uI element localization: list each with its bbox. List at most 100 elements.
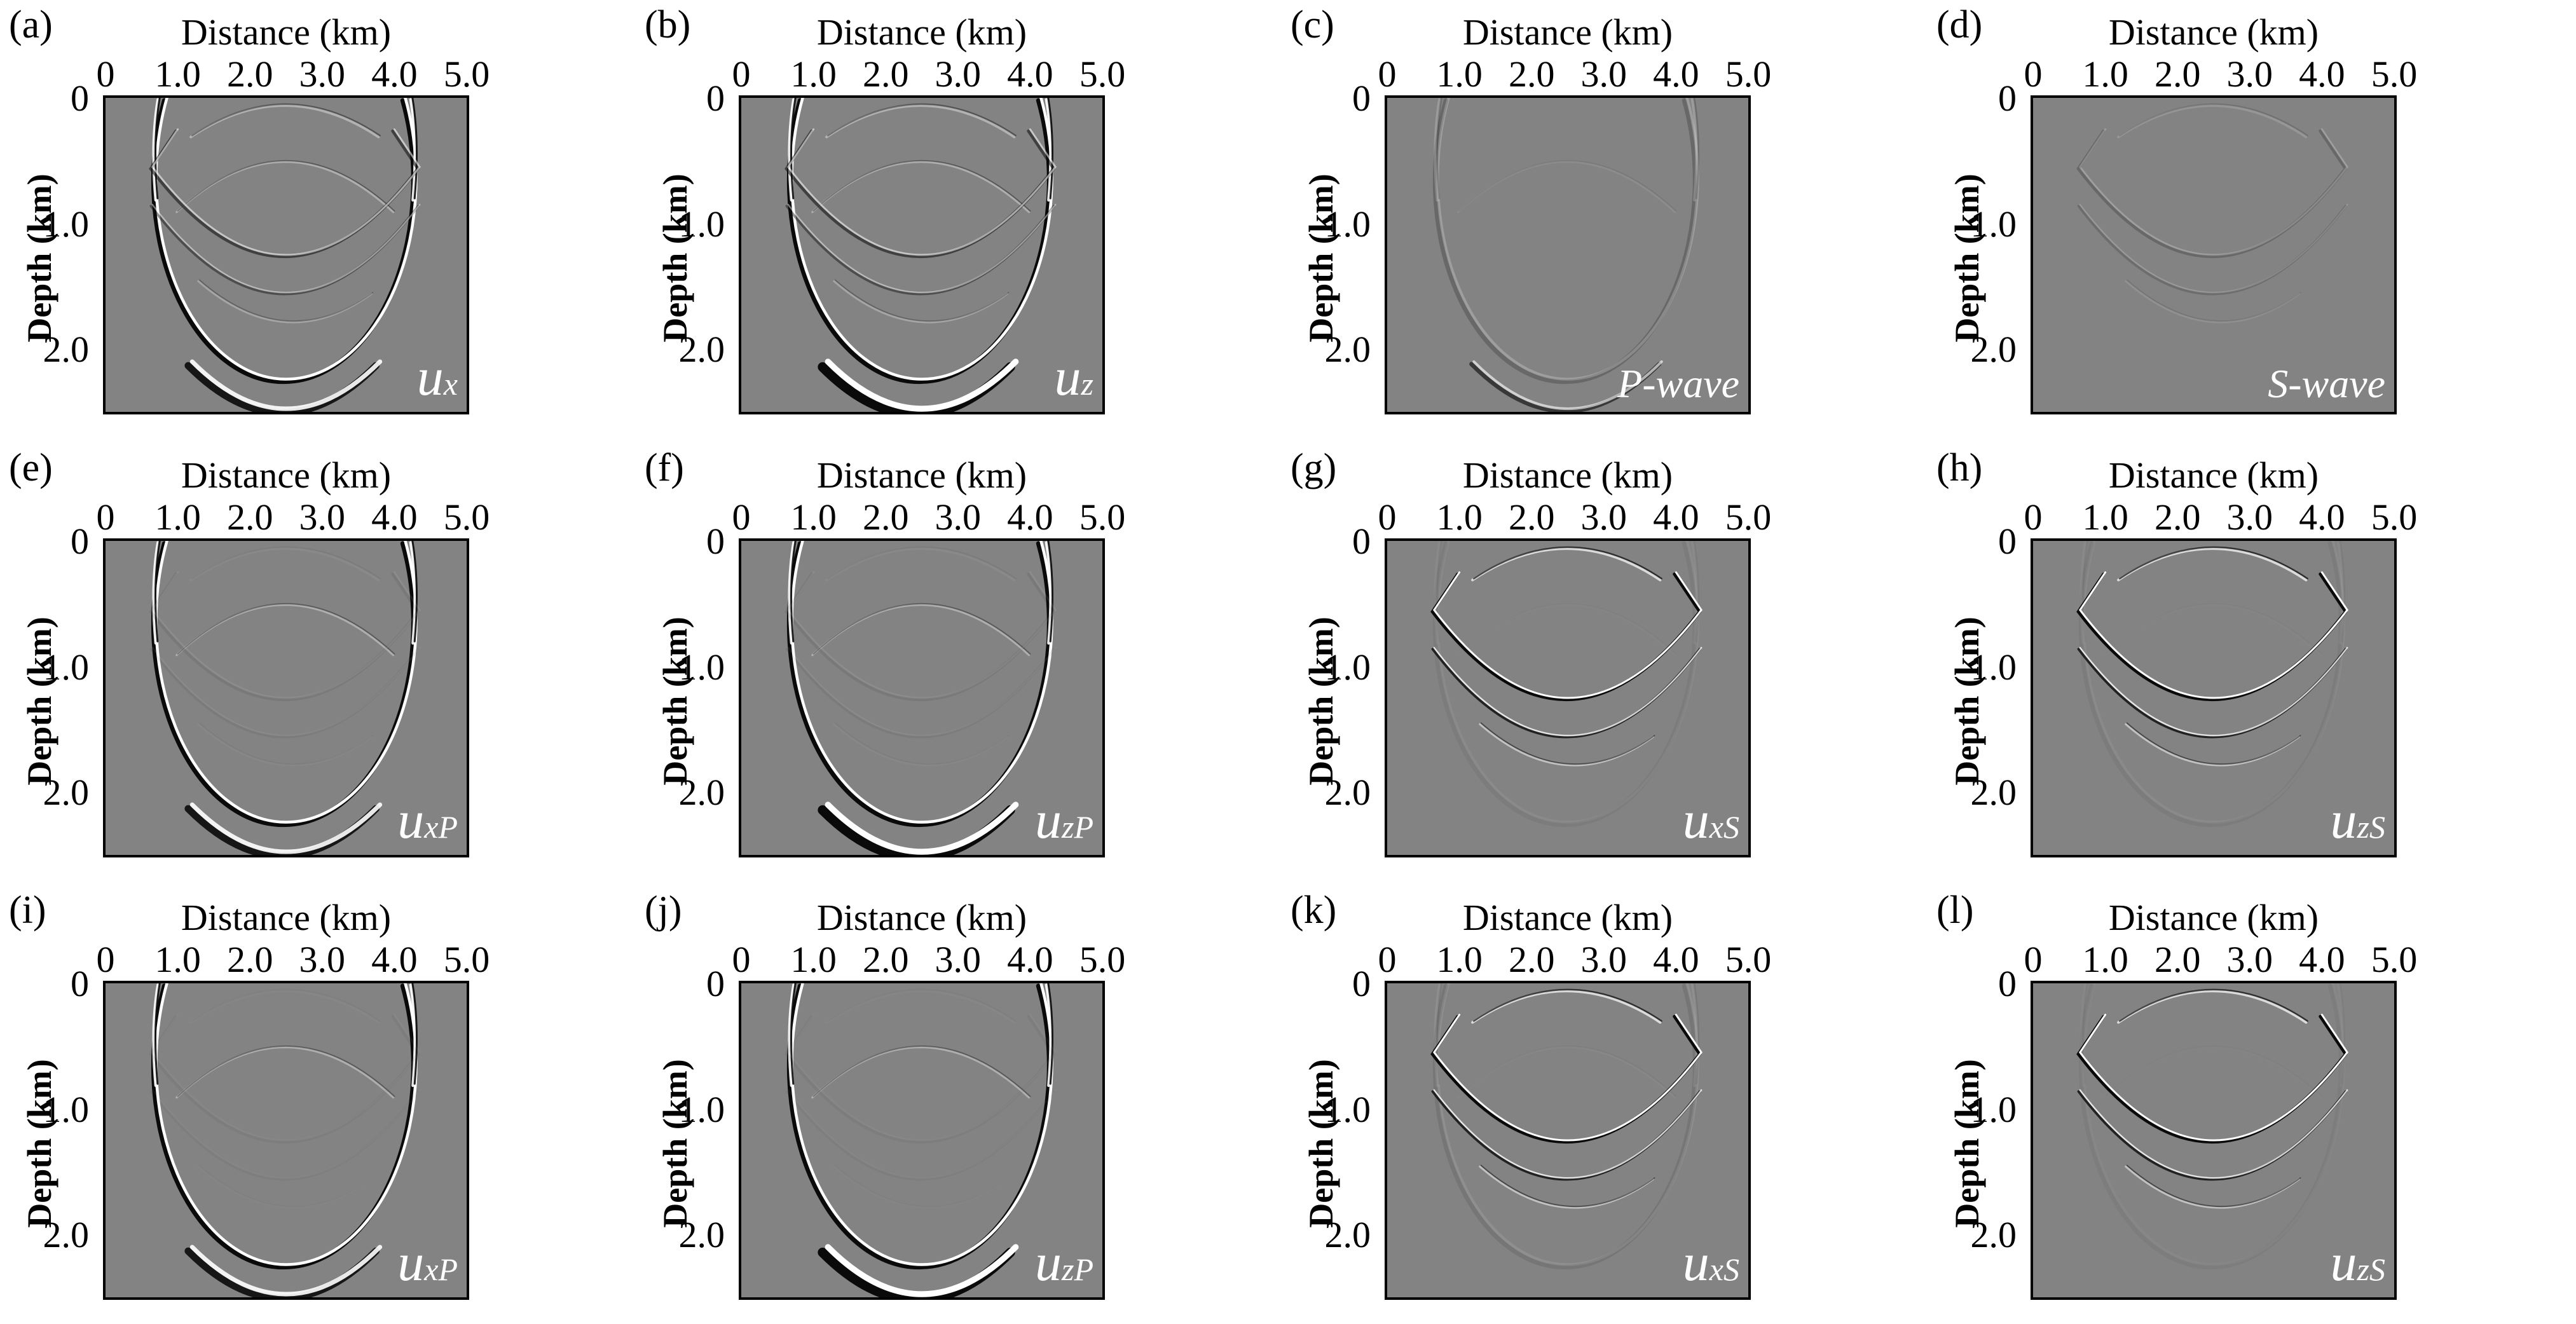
y-tick-label: 1.0 [1970, 203, 2017, 245]
component-symbol: u [1054, 348, 1081, 407]
y-tick-label: 2.0 [1970, 1214, 2017, 1256]
p-wavefront-lobe-a [786, 983, 1052, 1270]
x-tick-label: 4.0 [2299, 53, 2345, 95]
s-wavefront-1-lobe-b [2078, 128, 2349, 256]
p-left-edge-lobe-b [154, 541, 161, 643]
panel-label: (a) [9, 3, 53, 46]
p-right-edge-lobe-a [1690, 98, 1699, 202]
s-top-front-lobe-a [189, 547, 380, 582]
p-wavefront-lobe-b [790, 541, 1053, 824]
p-wavefront-lobe-a [2078, 983, 2344, 1270]
s-lower-front-lobe-a [833, 723, 1009, 767]
x-tick-label: 3.0 [2226, 53, 2273, 95]
x-tick-label: 0 [732, 496, 751, 538]
p-left-edge-lobe-b [1436, 541, 1442, 643]
p-inner-front-lobe-b [1458, 160, 1677, 212]
y-tick-label: 1.0 [678, 203, 725, 245]
s-wavefront-1-lobe-b [786, 128, 1057, 256]
panel-label: (i) [9, 889, 46, 932]
x-axis-title: Distance (km) [181, 897, 392, 938]
s-wavefront-1-lobe-a [1430, 1014, 1702, 1143]
wavefield-image: uxP [103, 538, 469, 857]
x-tick-label: 2.0 [1508, 939, 1555, 980]
s-lower-front-lobe-a [2125, 280, 2301, 324]
p-left-edge-lobe-a [1434, 983, 1441, 1088]
component-symbol: u [1682, 791, 1709, 850]
x-tick-label: 0 [96, 496, 115, 538]
x-tick-label: 5.0 [2371, 496, 2418, 538]
x-tick-label: 4.0 [1653, 53, 1699, 95]
y-axis-title-text: Depth (km) [656, 174, 694, 343]
y-tick-label: 2.0 [1324, 1214, 1371, 1256]
y-tick-label: 0 [706, 78, 725, 119]
p-left-edge-lobe-b [790, 541, 797, 643]
y-tick-label: 2.0 [43, 1214, 90, 1256]
p-inner-front-lobe-a [811, 161, 1031, 214]
s-top-front-lobe-b [827, 546, 1017, 580]
s-top-front-lobe-a [191, 991, 378, 1022]
y-axis-title-text: Depth (km) [656, 1059, 694, 1228]
p-left-edge-lobe-b [154, 983, 161, 1085]
p-right-edge-lobe-b [1693, 98, 1699, 200]
component-symbol: P-wave [1617, 361, 1739, 406]
y-tick-label: 1.0 [43, 1088, 90, 1130]
p-bottom-front-lobe-b [189, 359, 383, 411]
y-tick-label: 2.0 [1324, 329, 1371, 371]
x-tick-label: 4.0 [1653, 939, 1699, 980]
panel-c: (c) Distance (km) 0 1.0 2.0 3.0 4.0 5.0 Depth (k… [1282, 0, 1917, 439]
s-wavefront-1-lobe-a [2076, 129, 2348, 258]
s-wavefront-1-lobe-a [2076, 1014, 2348, 1143]
wavefield-image: uzP [739, 538, 1105, 857]
x-tick-label: 2.0 [862, 496, 909, 538]
s-wavefront-1-lobe-b [151, 128, 421, 256]
p-right-edge-lobe-a [409, 98, 417, 202]
wavefield-image: uzS [2031, 981, 2397, 1300]
x-tick-label: 0 [732, 53, 751, 95]
s-top-front-lobe-a [826, 991, 1014, 1022]
component-subscript: zS [2357, 1252, 2385, 1287]
x-tick-label: 5.0 [443, 496, 490, 538]
s-top-front-lobe-a [825, 547, 1016, 582]
p-left-edge-lobe-b [2082, 541, 2088, 643]
wavefield-image: uzS [2031, 538, 2397, 857]
s-wavefront-2-lobe-b [1433, 646, 1702, 737]
x-tick-label: 5.0 [1725, 939, 1772, 980]
x-tick-label: 2.0 [226, 939, 273, 980]
s-top-front-lobe-b [2119, 103, 2308, 137]
y-tick-label: 1.0 [1324, 203, 1371, 245]
component-tag: uzP [1035, 794, 1093, 847]
s-wavefront-1-lobe-a [784, 129, 1056, 258]
s-wavefront-2-lobe-a [785, 205, 1055, 296]
panel-label: (l) [1936, 889, 1974, 932]
y-tick-label: 2.0 [1970, 772, 2017, 814]
x-tick-label: 1.0 [154, 939, 201, 980]
s-wavefront-1-lobe-b [786, 1013, 1057, 1142]
s-wavefront-1-lobe-a [784, 572, 1056, 701]
p-inner-front-lobe-a [811, 1046, 1031, 1099]
s-top-front-lobe-b [828, 990, 1015, 1021]
p-left-edge-lobe-b [1436, 98, 1442, 200]
p-bottom-front-lobe-b [825, 1244, 1019, 1297]
p-inner-front-lobe-b [2106, 1046, 2322, 1096]
panel-h: (h) Distance (km) 0 1.0 2.0 3.0 4.0 5.0 Depth (k… [1928, 443, 2563, 882]
wavefield-image: P-wave [1385, 95, 1751, 414]
x-axis-title: Distance (km) [2108, 11, 2319, 53]
s-lower-front-lobe-a [2125, 723, 2301, 767]
p-inner-front-lobe-a [811, 604, 1031, 657]
p-wavefront-lobe-a [2078, 541, 2344, 828]
y-axis-title-text: Depth (km) [20, 174, 58, 343]
panel-label: (j) [645, 889, 682, 932]
y-axis-title-text: Depth (km) [1302, 617, 1340, 786]
p-bottom-front-lobe-b [189, 1245, 383, 1297]
s-top-front-lobe-b [2119, 546, 2308, 580]
x-tick-label: 0 [2024, 496, 2043, 538]
component-symbol: u [2330, 791, 2357, 850]
panel-label: (f) [645, 446, 684, 489]
x-tick-label: 3.0 [1580, 496, 1627, 538]
p-left-edge-lobe-b [790, 98, 797, 200]
x-tick-label: 4.0 [371, 496, 418, 538]
p-inner-front-lobe-a [1457, 161, 1676, 214]
p-right-edge-lobe-b [411, 541, 418, 643]
x-tick-label: 1.0 [154, 496, 201, 538]
y-axis-title-text: Depth (km) [20, 1059, 58, 1228]
